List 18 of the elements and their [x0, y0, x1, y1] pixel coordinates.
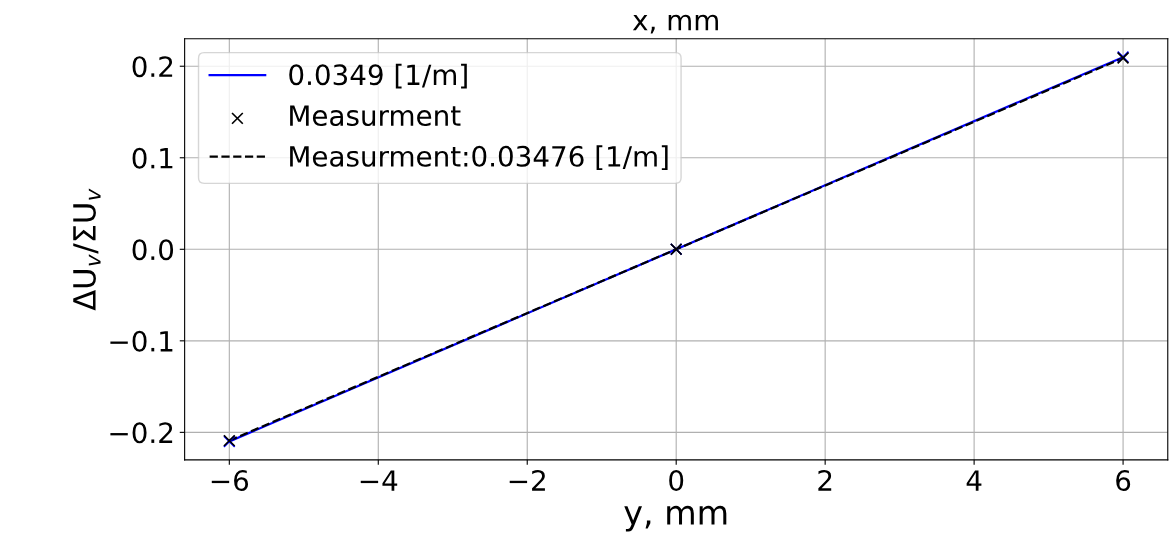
- y-tick-label: −0.1: [110, 330, 173, 352]
- x-tick-label: 6: [1116, 470, 1131, 492]
- x-tick-label: −2: [509, 470, 545, 491]
- y-tick-label: 0.2: [132, 56, 173, 78]
- x-axis-title: y, mm: [624, 505, 727, 532]
- legend-label: Measurment:0.03476 [1/m]: [290, 145, 668, 171]
- y-tick-label: −0.2: [110, 422, 173, 444]
- y-tick-label: 0.1: [132, 147, 173, 169]
- x-tick-label: 0: [669, 470, 684, 492]
- legend-label: Measurment: [290, 105, 461, 127]
- x-tick-label: 4: [966, 470, 982, 491]
- text: x, mm: [632, 14, 718, 34]
- y-axis-title: ΔU$_{v}$/ΣU$_{v}$: [73, 188, 101, 311]
- x-tick-label: 2: [818, 470, 832, 491]
- x-tick-label: −6: [211, 470, 249, 492]
- legend-label: 0.0349 [1/m]: [289, 63, 467, 89]
- y-tick-label: 0.0: [132, 239, 174, 261]
- x-tick-label: −4: [360, 470, 398, 491]
